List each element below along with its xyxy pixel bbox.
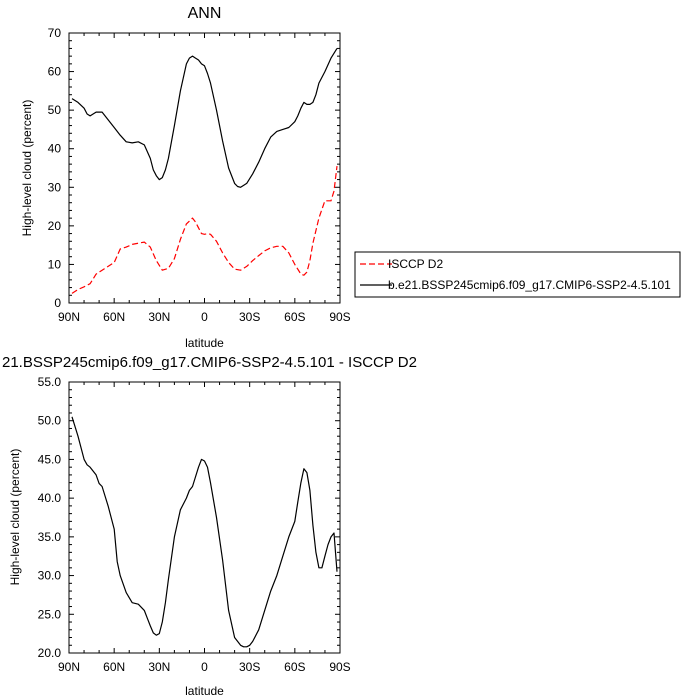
top-y-ticks: 0 10 20 30 40 50 60 70 bbox=[48, 26, 340, 310]
bottom-y-tick-label: 30.0 bbox=[38, 569, 62, 583]
bottom-y-axis-label: High-level cloud (percent) bbox=[8, 449, 22, 586]
top-x-tick-label: 30N bbox=[148, 310, 170, 324]
bottom-x-ticks: 90N 60N 30N 0 30S 60S 90S bbox=[58, 382, 351, 674]
bottom-title: 21.BSSP245cmip6.f09_g17.CMIP6-SSP2-4.5.1… bbox=[2, 354, 417, 371]
top-x-tick-label: 90S bbox=[329, 310, 350, 324]
top-y-tick-label: 70 bbox=[48, 26, 62, 40]
top-y-tick-label: 30 bbox=[48, 180, 62, 194]
top-x-tick-label: 60N bbox=[103, 310, 125, 324]
top-y-tick-label: 40 bbox=[48, 142, 62, 156]
bottom-series bbox=[71, 416, 338, 648]
top-series-line-0 bbox=[71, 166, 338, 294]
bottom-y-tick-label: 20.0 bbox=[38, 646, 62, 660]
bottom-y-tick-label: 55.0 bbox=[38, 375, 62, 389]
bottom-x-axis-label: latitude bbox=[185, 684, 224, 698]
top-x-axis-label: latitude bbox=[185, 336, 224, 350]
top-x-tick-label: 0 bbox=[201, 310, 208, 324]
bottom-x-tick-label: 30S bbox=[239, 660, 260, 674]
top-x-ticks: 90N 60N 30N 0 30S 60S 90S bbox=[58, 33, 351, 324]
top-series-line-1 bbox=[71, 48, 338, 188]
bottom-x-tick-label: 90S bbox=[329, 660, 350, 674]
legend-box bbox=[354, 251, 681, 298]
bottom-panel: 21.BSSP245cmip6.f09_g17.CMIP6-SSP2-4.5.1… bbox=[2, 354, 417, 698]
top-x-tick-label: 90N bbox=[58, 310, 80, 324]
bottom-plot-frame bbox=[68, 381, 341, 654]
top-x-tick-label: 30S bbox=[239, 310, 260, 324]
top-plot-frame bbox=[68, 32, 341, 304]
bottom-x-tick-label: 30N bbox=[148, 660, 170, 674]
legend-label-model: b.e21.BSSP245cmip6.f09_g17.CMIP6-SSP2-4.… bbox=[388, 278, 671, 292]
bottom-y-ticks: 20.0 25.0 30.0 35.0 40.0 45.0 50.0 55.0 bbox=[38, 375, 340, 660]
bottom-x-tick-label: 90N bbox=[58, 660, 80, 674]
legend-label-isccp: ISCCP D2 bbox=[388, 257, 443, 271]
top-panel: ANN 90N 60N 30N 0 30S 60S 90S 010203040506070 … bbox=[20, 5, 351, 350]
legend: ISCCP D2 b.e21.BSSP245cmip6.f09_g17.CMIP… bbox=[354, 251, 681, 298]
bottom-y-tick-label: 40.0 bbox=[38, 491, 62, 505]
bottom-y-tick-label: 35.0 bbox=[38, 530, 62, 544]
top-y-tick-label: 60 bbox=[48, 65, 62, 79]
top-series bbox=[71, 48, 338, 294]
bottom-y-tick-label: 45.0 bbox=[38, 452, 62, 466]
bottom-y-tick-label: 25.0 bbox=[38, 607, 62, 621]
top-y-tick-label: 20 bbox=[48, 219, 62, 233]
top-x-tick-label: 60S bbox=[284, 310, 305, 324]
top-y-tick-label: 0 bbox=[54, 296, 61, 310]
top-y-tick-label: 10 bbox=[48, 257, 62, 271]
bottom-series-line-0 bbox=[71, 416, 338, 648]
top-y-axis-label: High-level cloud (percent) bbox=[20, 100, 34, 237]
bottom-x-tick-label: 60S bbox=[284, 660, 305, 674]
bottom-x-tick-label: 60N bbox=[103, 660, 125, 674]
bottom-y-tick-label: 50.0 bbox=[38, 414, 62, 428]
top-title: ANN bbox=[188, 5, 222, 22]
top-y-tick-label: 50 bbox=[48, 103, 62, 117]
bottom-x-tick-label: 0 bbox=[201, 660, 208, 674]
